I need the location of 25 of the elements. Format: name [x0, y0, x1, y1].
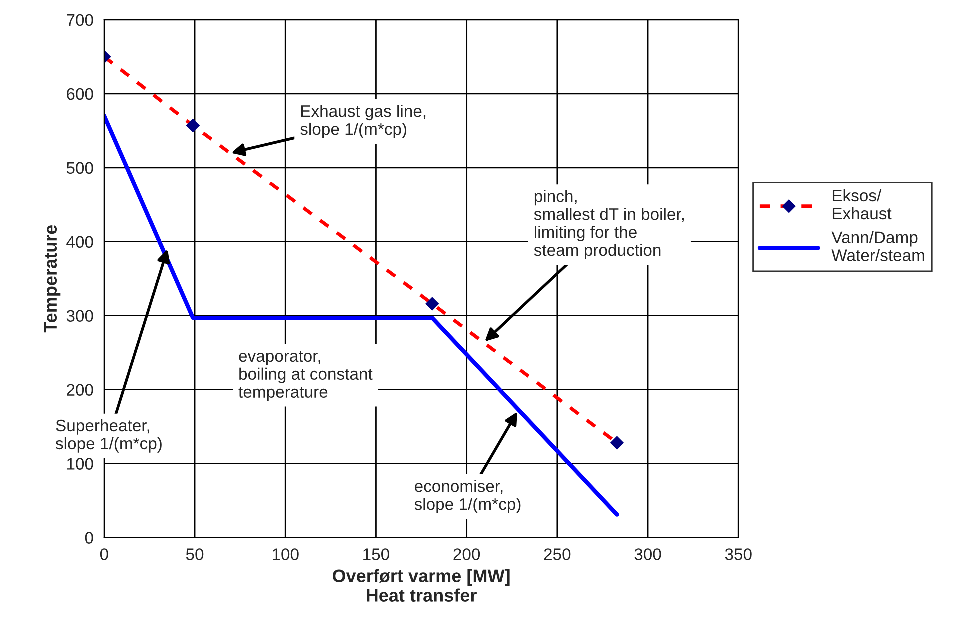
x-axis-title: Overført varme [MW] Heat transfer	[332, 569, 510, 602]
x-tick-label: 350	[725, 548, 752, 560]
y-tick-label: 100	[67, 458, 94, 470]
y-tick-label: 700	[67, 14, 94, 26]
annotation: evaporator, boiling at constant temperature	[238, 351, 373, 402]
legend-label: Eksos/ Exhaust	[832, 189, 892, 220]
x-tick-label: 100	[272, 548, 299, 560]
y-tick-label: 300	[66, 310, 94, 322]
y-tick-label: 200	[67, 384, 94, 396]
x-tick-label: 250	[544, 548, 571, 560]
x-tick-label: 150	[364, 548, 390, 560]
annotation: Exhaust gas line, slope 1/(m*cp)	[300, 105, 426, 139]
y-tick-label: 0	[85, 532, 94, 544]
x-tick-label: 200	[454, 548, 480, 560]
y-axis-title: Temperature	[44, 225, 61, 333]
x-tick-label: 0	[100, 548, 108, 560]
annotation: pinch, smallest dT in boiler, limiting for the steam production	[534, 190, 684, 260]
y-tick-label: 400	[66, 236, 94, 248]
x-tick-label: 50	[186, 548, 204, 560]
legend-label: Vann/Damp Water/steam	[832, 231, 924, 262]
y-tick-label: 500	[66, 162, 94, 174]
x-tick-label: 300	[634, 548, 662, 560]
annotation: Superheater, slope 1/(m*cp)	[56, 419, 162, 453]
annotation: economiser, slope 1/(m*cp)	[414, 480, 521, 514]
y-tick-label: 600	[67, 88, 94, 100]
